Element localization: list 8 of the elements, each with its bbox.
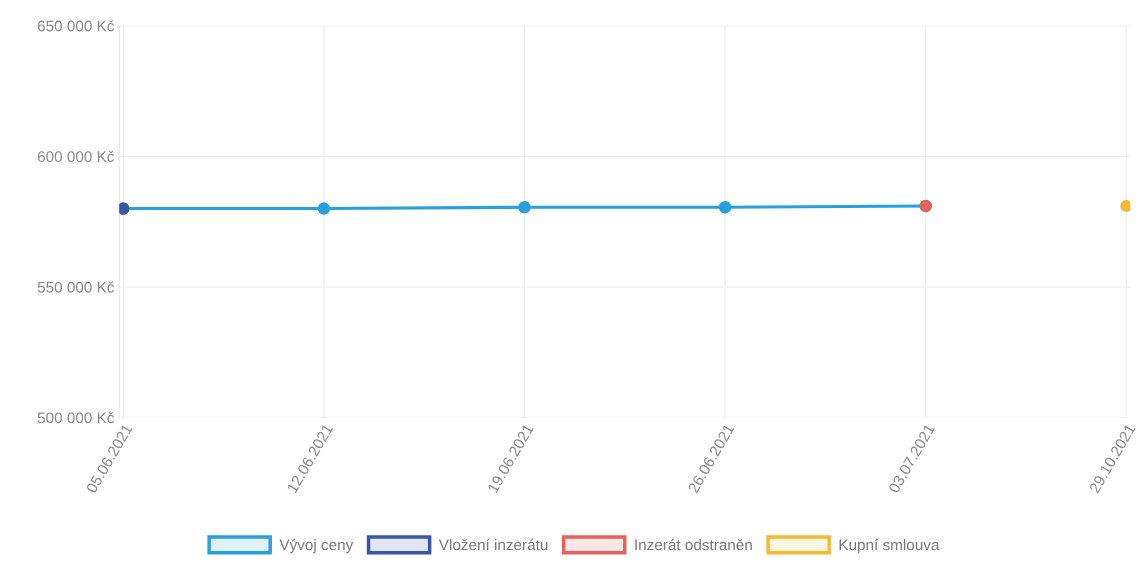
legend-label: Kupní smlouva (839, 538, 940, 554)
y-tick-label: 500 000 Kč (37, 411, 115, 424)
y-tick-label: 600 000 Kč (37, 150, 115, 163)
y-tick-label: 550 000 Kč (37, 281, 115, 293)
legend-label: Vložení inzerátu (438, 538, 548, 551)
legend-label: Inzerát odstraněn (635, 538, 752, 551)
legend-label: Vývoj ceny (279, 538, 354, 554)
y-tick-label: 650 000 Kč (37, 20, 115, 32)
